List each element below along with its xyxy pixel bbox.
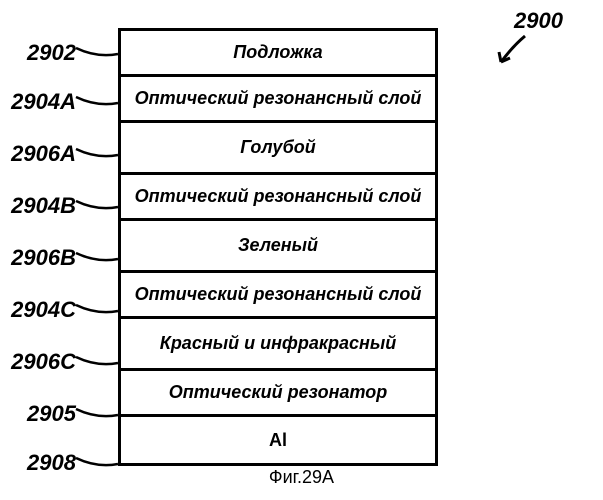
lead-line [76, 458, 118, 465]
lead-line [76, 201, 118, 208]
lead-line [76, 149, 118, 156]
lead-line [76, 305, 118, 312]
layer-row: Al [121, 417, 435, 463]
lead-line [76, 409, 118, 416]
reference-label: 2906A [6, 141, 76, 167]
reference-label: 2902 [6, 40, 76, 66]
reference-arrow-icon [491, 32, 531, 72]
layer-row: Голубой [121, 123, 435, 175]
layer-row: Оптический резонатор [121, 371, 435, 417]
layer-row: Подложка [121, 31, 435, 77]
layer-row: Зеленый [121, 221, 435, 273]
figure-reference-number: 2900 [514, 8, 563, 34]
figure-caption: Фиг.29А [0, 467, 603, 488]
reference-label: 2906B [6, 245, 76, 271]
reference-label: 2904B [6, 193, 76, 219]
layer-row: Оптический резонансный слой [121, 273, 435, 319]
reference-label: 2904A [6, 89, 76, 115]
lead-line [76, 48, 118, 55]
layer-row: Оптический резонансный слой [121, 175, 435, 221]
layer-row: Оптический резонансный слой [121, 77, 435, 123]
lead-line [76, 253, 118, 260]
layer-row: Красный и инфракрасный [121, 319, 435, 371]
reference-label: 2905 [6, 401, 76, 427]
reference-label: 2906C [6, 349, 76, 375]
layer-stack: ПодложкаОптический резонансный слойГолуб… [118, 28, 438, 466]
lead-line [76, 357, 118, 364]
reference-label: 2904C [6, 297, 76, 323]
lead-line [76, 97, 118, 104]
